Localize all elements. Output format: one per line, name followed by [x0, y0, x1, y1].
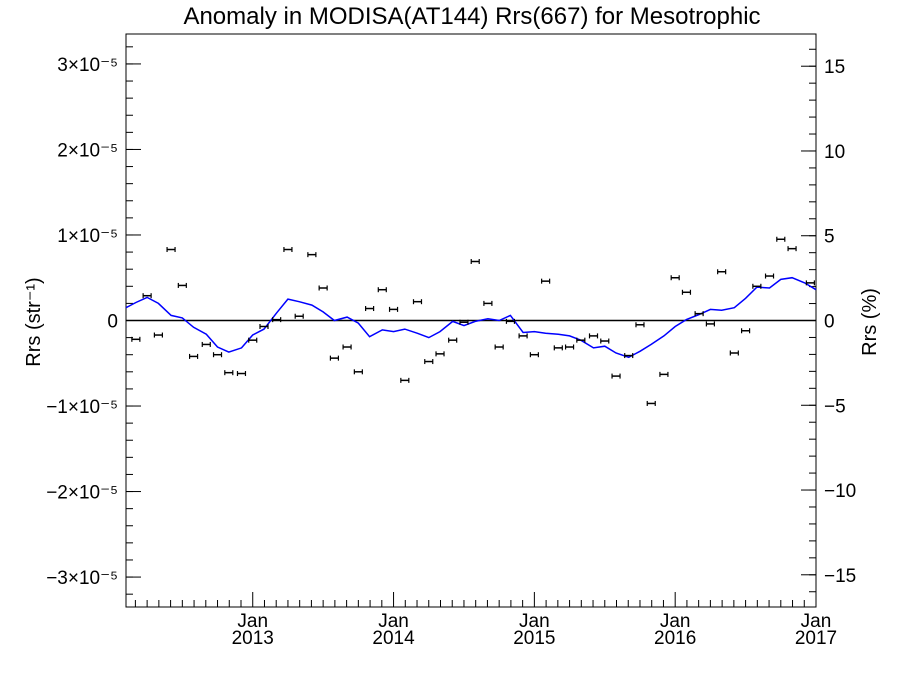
y-axis-left-label: Rrs (str⁻¹)	[23, 277, 45, 366]
data-point	[259, 323, 269, 329]
data-point	[600, 338, 610, 344]
data-point	[670, 275, 680, 281]
data-point	[294, 313, 304, 319]
data-point	[329, 355, 340, 361]
data-point	[635, 322, 645, 328]
data-point	[412, 299, 423, 305]
y-right-tick-label: 10	[824, 142, 845, 163]
data-point	[576, 337, 586, 343]
data-point	[624, 353, 634, 359]
y-left-tick-label: −2×10⁻⁵	[46, 483, 118, 504]
data-point	[377, 287, 387, 293]
x-tick-month-label: Jan	[519, 611, 550, 632]
data-point	[717, 269, 727, 275]
y-left-tick-label: −1×10⁻⁵	[46, 397, 118, 418]
y-axis-right: 15 10 5 0 −5 −10 −15	[801, 48, 856, 593]
data-point	[646, 400, 656, 406]
data-point	[224, 370, 234, 376]
x-tick-month-label: Jan	[801, 611, 832, 632]
data-point	[483, 300, 493, 306]
y-left-tick-label: 3×10⁻⁵	[57, 55, 118, 76]
y-right-tick-label: 5	[824, 227, 835, 248]
data-point	[435, 351, 445, 357]
y-axis-right-label: Rrs (%)	[859, 288, 881, 356]
x-tick-year-label: 2016	[654, 628, 696, 649]
data-point	[188, 353, 199, 359]
chart-title: Anomaly in MODISA(AT144) Rrs(667) for Me…	[183, 3, 760, 30]
data-point	[470, 258, 480, 264]
y-right-tick-label: −10	[824, 481, 856, 502]
data-point	[448, 337, 458, 343]
data-point	[353, 369, 363, 375]
data-point	[705, 321, 715, 327]
data-point	[459, 319, 469, 325]
data-point	[248, 337, 258, 343]
y-right-tick-label: −15	[824, 566, 856, 587]
data-point	[659, 371, 669, 377]
x-tick-month-label: Jan	[378, 611, 409, 632]
data-point	[212, 352, 223, 358]
y-axis-left: 3×10⁻⁵ 2×10⁻⁵ 1×10⁻⁵ 0 −1×10⁻⁵ −2×10⁻⁵ −3×10⁻⁵	[46, 46, 141, 595]
data-point	[177, 282, 187, 288]
data-point	[564, 344, 575, 350]
data-point	[611, 373, 621, 379]
data-point	[272, 317, 282, 323]
data-point	[553, 345, 563, 351]
data-point	[236, 371, 247, 377]
y-left-tick-label: 2×10⁻⁵	[57, 140, 118, 161]
x-tick-year-label: 2013	[232, 628, 274, 649]
y-right-tick-label: −5	[824, 396, 846, 417]
data-point	[787, 246, 797, 252]
data-point	[166, 247, 176, 253]
data-point	[365, 306, 375, 312]
x-tick-month-label: Jan	[660, 611, 691, 632]
y-left-tick-label: −3×10⁻⁵	[46, 568, 118, 589]
data-point	[142, 293, 152, 299]
data-point	[588, 333, 599, 339]
x-tick-year-label: 2015	[513, 628, 555, 649]
data-point	[681, 289, 692, 295]
data-point	[694, 311, 704, 317]
data-point	[805, 280, 815, 286]
data-point	[518, 333, 528, 339]
data-points	[131, 236, 815, 406]
data-point	[776, 236, 786, 242]
data-point	[541, 278, 551, 284]
data-point	[764, 273, 775, 279]
data-point	[388, 306, 399, 312]
data-point	[153, 332, 163, 338]
data-point	[283, 247, 293, 253]
y-right-tick-label: 0	[824, 312, 835, 333]
data-point	[729, 350, 739, 356]
data-point	[400, 377, 410, 383]
data-point	[342, 344, 352, 350]
data-point	[131, 336, 141, 342]
y-right-tick-label: 15	[824, 57, 845, 78]
data-point	[740, 328, 751, 334]
data-point	[494, 344, 504, 350]
data-point	[307, 252, 317, 258]
y-left-tick-label: 1×10⁻⁵	[57, 226, 118, 247]
data-point	[752, 283, 762, 289]
x-tick-month-label: Jan	[237, 611, 268, 632]
data-point	[424, 359, 434, 365]
data-point	[318, 285, 328, 291]
x-tick-year-label: 2014	[372, 628, 415, 649]
data-point	[201, 341, 211, 347]
y-left-tick-label: 0	[107, 312, 118, 333]
x-tick-year-label: 2017	[795, 628, 837, 649]
data-point	[529, 352, 539, 358]
data-point	[505, 318, 516, 324]
